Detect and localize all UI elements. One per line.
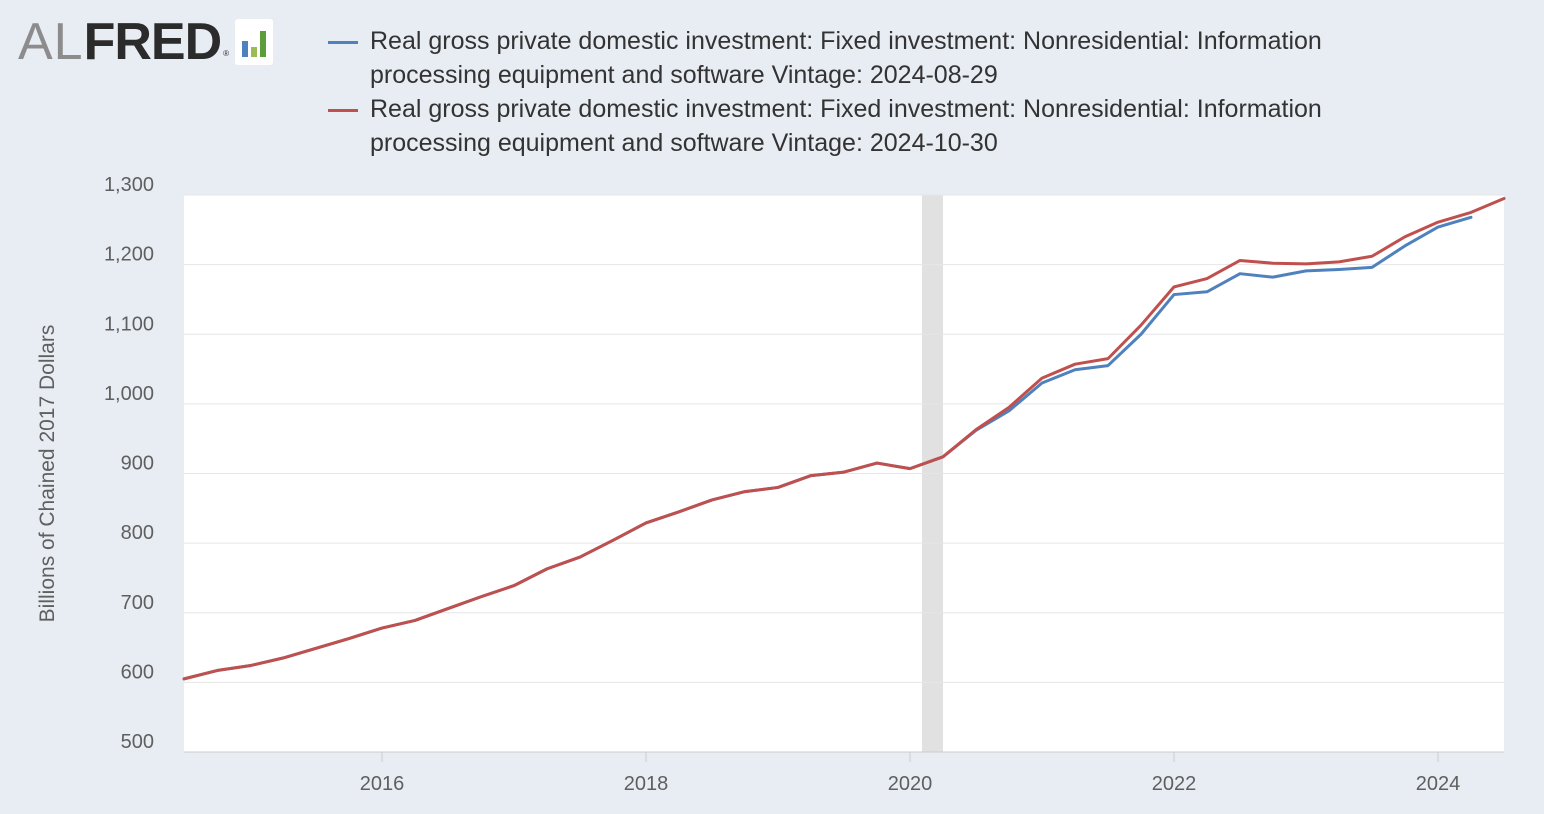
legend-swatch-series-1 [328,41,358,44]
y-tick-label: 800 [121,522,154,544]
x-tick-label: 2018 [624,773,669,795]
y-tick-label: 500 [121,731,154,753]
x-tick-label: 2020 [888,773,933,795]
legend-label-series-2-line2: processing equipment and software Vintag… [370,129,998,157]
y-tick-label: 600 [121,661,154,683]
x-tick-label: 2016 [360,773,405,795]
alfred-logo[interactable]: AL FRED ® [18,13,274,71]
legend-label-series-1: Real gross private domestic investment: … [370,24,1322,92]
x-tick-label: 2024 [1416,773,1461,795]
legend: Real gross private domestic investment: … [328,24,1448,160]
series-line-2[interactable] [182,196,1506,681]
y-axis-label: Billions of Chained 2017 Dollars [36,325,59,623]
legend-label-series-2-line1: Real gross private domestic investment: … [370,95,1322,123]
logo-al-text: AL [18,13,84,71]
logo-registered-mark: ® [223,49,230,58]
y-tick-label: 1,000 [104,383,154,405]
legend-item-series-1[interactable]: Real gross private domestic investment: … [328,24,1448,92]
logo-chart-icon [235,19,274,65]
legend-swatch-series-2 [328,109,358,112]
y-tick-label: 900 [121,453,154,475]
logo-fred-text: FRED [83,13,223,71]
legend-label-series-1-line1: Real gross private domestic investment: … [370,27,1322,55]
legend-item-series-2[interactable]: Real gross private domestic investment: … [328,92,1448,160]
y-tick-label: 700 [121,592,154,614]
x-tick-label: 2022 [1152,773,1197,795]
y-tick-label: 1,100 [104,313,154,335]
legend-label-series-1-line2: processing equipment and software Vintag… [370,61,998,89]
y-tick-label: 1,300 [104,174,154,196]
legend-label-series-2: Real gross private domestic investment: … [370,92,1322,160]
y-tick-label: 1,200 [104,244,154,266]
